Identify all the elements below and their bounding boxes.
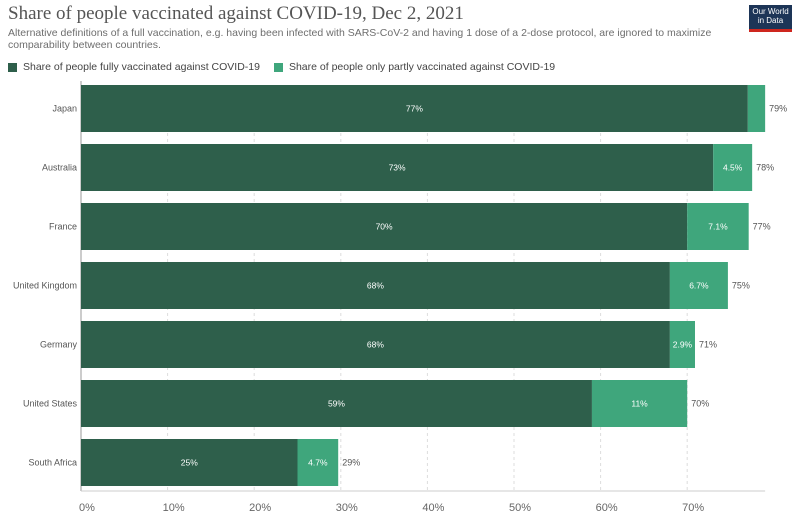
category-label: United Kingdom — [13, 281, 77, 291]
legend-label-partly: Share of people only partly vaccinated a… — [288, 61, 556, 73]
data-label-total: 75% — [732, 281, 750, 291]
bar-fully-vaccinated — [81, 262, 670, 309]
logo-line-1: Our World — [752, 7, 789, 16]
bar-partly-vaccinated — [747, 85, 766, 132]
data-label-fully: 77% — [406, 104, 423, 114]
legend-label-fully: Share of people fully vaccinated against… — [23, 61, 260, 73]
bar-partly-vaccinated — [687, 203, 749, 250]
bar-partly-vaccinated — [669, 262, 728, 309]
data-label-partly: 2.9% — [673, 340, 693, 350]
category-label: France — [49, 222, 77, 232]
bar-fully-vaccinated — [81, 439, 298, 486]
data-label-total: 79% — [769, 104, 787, 114]
legend-swatch-fully — [8, 62, 17, 72]
bar-partly-vaccinated — [713, 144, 753, 191]
data-label-fully: 68% — [367, 281, 384, 291]
x-tick-label: 10% — [163, 502, 185, 514]
logo-line-2: in Data — [757, 16, 784, 25]
bar-fully-vaccinated — [81, 203, 688, 250]
x-tick-label: 0% — [79, 502, 95, 514]
legend-swatch-partly — [273, 62, 283, 72]
category-label: Australia — [42, 163, 77, 173]
data-label-partly: 7.1% — [708, 222, 728, 232]
legend-item-fully[interactable]: Share of people fully vaccinated against… — [8, 61, 260, 73]
bar-fully-vaccinated — [81, 144, 714, 191]
data-label-partly: 11% — [631, 399, 648, 409]
data-label-fully: 25% — [181, 458, 198, 468]
x-tick-label: 40% — [422, 502, 444, 514]
data-label-total: 29% — [342, 458, 360, 468]
data-label-fully: 59% — [328, 399, 345, 409]
data-label-partly: 4.5% — [723, 163, 743, 173]
data-label-total: 70% — [691, 399, 709, 409]
chart-legend: Share of people fully vaccinated against… — [8, 61, 569, 73]
data-label-total: 71% — [699, 340, 717, 350]
legend-item-partly[interactable]: Share of people only partly vaccinated a… — [273, 61, 556, 73]
category-label: Japan — [52, 104, 77, 114]
bar-partly-vaccinated — [591, 380, 688, 427]
data-label-fully: 68% — [367, 340, 384, 350]
bar-partly-vaccinated — [297, 439, 339, 486]
bar-fully-vaccinated — [81, 321, 670, 368]
owid-logo[interactable]: Our World in Data — [749, 5, 792, 32]
x-tick-label: 70% — [682, 502, 704, 514]
data-label-total: 78% — [756, 163, 774, 173]
data-label-total: 77% — [753, 222, 771, 232]
data-label-fully: 73% — [389, 163, 406, 173]
x-tick-label: 60% — [596, 502, 618, 514]
category-label: United States — [23, 399, 78, 409]
bar-partly-vaccinated — [669, 321, 695, 368]
chart-title: Share of people vaccinated against COVID… — [8, 3, 464, 24]
category-label: South Africa — [28, 458, 77, 468]
data-label-partly: 6.7% — [689, 281, 709, 291]
data-label-fully: 70% — [376, 222, 393, 232]
x-tick-label: 30% — [336, 502, 358, 514]
data-label-partly: 4.7% — [308, 458, 328, 468]
bar-fully-vaccinated — [81, 85, 748, 132]
x-tick-label: 50% — [509, 502, 531, 514]
chart-subtitle: Alternative definitions of a full vaccin… — [8, 27, 712, 51]
bar-fully-vaccinated — [81, 380, 592, 427]
category-label: Germany — [40, 340, 78, 350]
x-tick-label: 20% — [249, 502, 271, 514]
